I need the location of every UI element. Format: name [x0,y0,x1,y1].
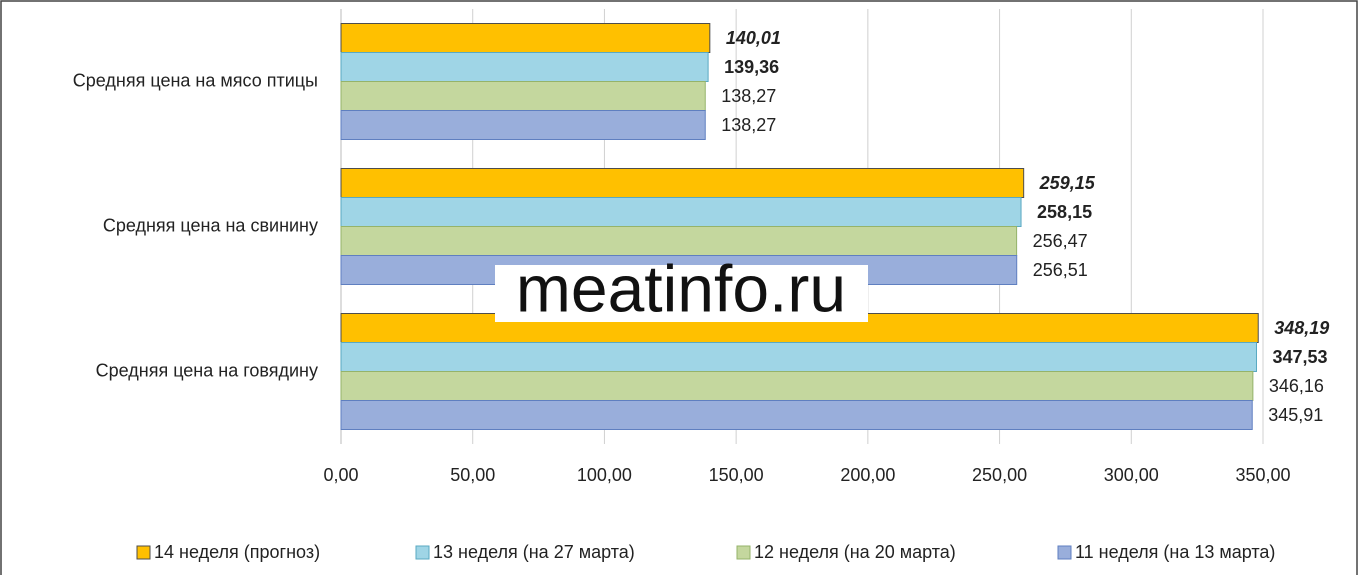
bar [340,52,709,82]
legend-swatch [736,545,751,560]
category-label: Средняя цена на свинину [103,215,318,235]
bar [340,342,1257,372]
legend-label: 11 неделя (на 13 марта) [1075,542,1275,562]
x-tick-label: 0,00 [323,465,358,485]
x-tick-label: 150,00 [709,465,764,485]
value-label: 139,36 [724,57,779,77]
legend-swatch [415,545,430,560]
legend-label: 14 неделя (прогноз) [154,542,320,562]
legend-swatch [136,545,151,560]
bar [340,23,711,53]
x-tick-label: 200,00 [840,465,895,485]
x-tick-label: 50,00 [450,465,495,485]
bar [340,168,1025,198]
bar [340,110,706,140]
value-label: 346,16 [1269,376,1324,396]
bar [340,81,706,111]
x-tick-label: 100,00 [577,465,632,485]
watermark: meatinfo.ru [516,251,846,325]
value-label: 348,19 [1274,318,1329,338]
x-tick-label: 250,00 [972,465,1027,485]
value-label: 138,27 [721,86,776,106]
value-label: 258,15 [1037,202,1092,222]
x-tick-label: 350,00 [1235,465,1290,485]
category-label: Средняя цена на мясо птицы [73,70,318,90]
category-label: Средняя цена на говядину [96,360,318,380]
watermark-box [495,265,868,322]
bar [340,226,1018,256]
value-label: 259,15 [1039,173,1096,193]
x-tick-label: 300,00 [1104,465,1159,485]
bar [340,197,1022,227]
value-label: 256,51 [1033,260,1088,280]
bar [340,400,1253,430]
value-label: 138,27 [721,115,776,135]
legend-label: 12 неделя (на 20 марта) [754,542,956,562]
value-label: 347,53 [1272,347,1327,367]
value-label: 256,47 [1033,231,1088,251]
value-label: 345,91 [1268,405,1323,425]
value-label: 140,01 [726,28,781,48]
legend-swatch [1057,545,1072,560]
legend-label: 13 неделя (на 27 марта) [433,542,635,562]
bar [340,371,1254,401]
